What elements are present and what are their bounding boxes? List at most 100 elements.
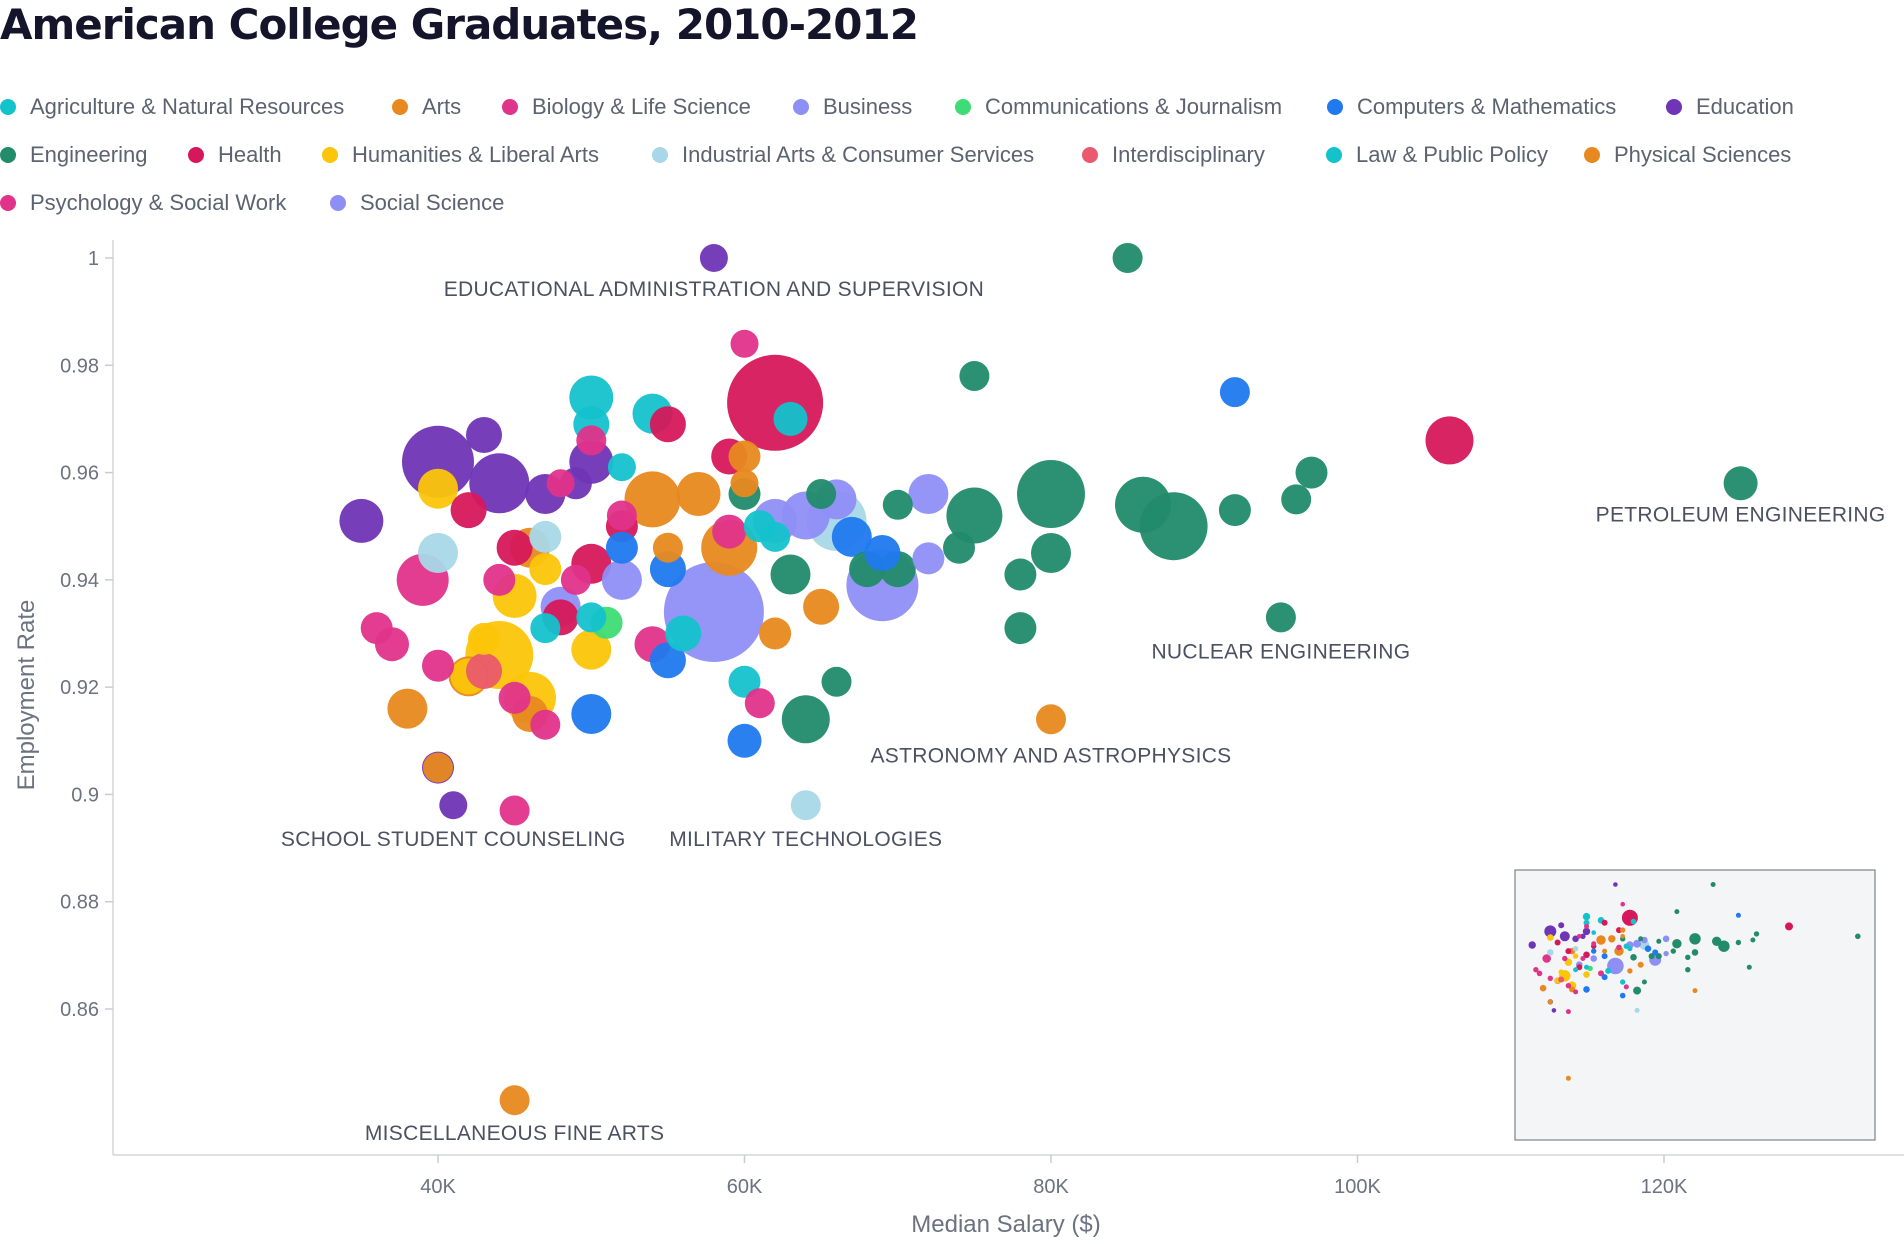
bubble-point[interactable]: [803, 588, 840, 625]
bubble-point[interactable]: [1017, 460, 1085, 528]
bubble-point[interactable]: [699, 244, 728, 272]
bubble-point[interactable]: [728, 665, 761, 698]
legend-item[interactable]: Physical Sciences: [1584, 140, 1791, 170]
bubble-point[interactable]: [466, 653, 502, 689]
bubble-point[interactable]: [1219, 377, 1250, 408]
bubble-point[interactable]: [560, 564, 591, 595]
bubble-point[interactable]: [1112, 243, 1143, 273]
bubble-point[interactable]: [498, 681, 531, 714]
bubble-point[interactable]: [423, 752, 453, 783]
bubble-point[interactable]: [1218, 494, 1251, 527]
bubble-point[interactable]: [607, 453, 636, 482]
bubble-point[interactable]: [1004, 612, 1037, 645]
minimap-point: [1558, 922, 1565, 929]
legend-item[interactable]: Psychology & Social Work: [0, 188, 286, 218]
bubble-point[interactable]: [450, 492, 487, 529]
bubble-point[interactable]: [468, 622, 500, 655]
bubble-point[interactable]: [529, 520, 562, 553]
bubble-point[interactable]: [576, 425, 607, 456]
bubble-point[interactable]: [496, 529, 533, 566]
minimap-frame[interactable]: [1514, 869, 1876, 1141]
bubble-point[interactable]: [727, 723, 762, 758]
legend-item[interactable]: Industrial Arts & Consumer Services: [652, 140, 1034, 170]
legend-item[interactable]: Education: [1666, 92, 1794, 122]
bubble-point[interactable]: [469, 453, 530, 514]
bubble-point[interactable]: [530, 709, 561, 740]
bubble-point[interactable]: [676, 472, 721, 516]
bubble-point[interactable]: [781, 695, 830, 744]
bubble-point[interactable]: [649, 551, 686, 588]
bubble-point[interactable]: [759, 617, 792, 650]
bubble-point[interactable]: [1281, 484, 1312, 515]
bubble-point[interactable]: [946, 487, 1003, 544]
legend-item[interactable]: Law & Public Policy: [1326, 140, 1548, 170]
bubble-point[interactable]: [483, 563, 516, 596]
legend-item[interactable]: Business: [793, 92, 912, 122]
bubble-point[interactable]: [439, 791, 468, 820]
bubble-point[interactable]: [908, 474, 949, 514]
bubble-point[interactable]: [730, 469, 759, 498]
bubble-point[interactable]: [773, 401, 808, 436]
bubble-point[interactable]: [530, 613, 561, 644]
bubble-point[interactable]: [466, 417, 502, 453]
bubble-point[interactable]: [665, 615, 702, 652]
bubble-point[interactable]: [1425, 416, 1474, 465]
bubble-point[interactable]: [730, 329, 759, 358]
bubble-point[interactable]: [912, 542, 945, 575]
bubble-point[interactable]: [806, 479, 837, 509]
bubble-point[interactable]: [606, 500, 637, 531]
bubble-point[interactable]: [1265, 602, 1296, 633]
bubble-point[interactable]: [760, 521, 791, 552]
legend-item[interactable]: Agriculture & Natural Resources: [0, 92, 344, 122]
legend-item[interactable]: Communications & Journalism: [955, 92, 1282, 122]
bubble-point[interactable]: [649, 406, 686, 443]
legend-item[interactable]: Engineering: [0, 140, 147, 170]
bubble-point[interactable]: [1031, 533, 1071, 573]
bubble-point[interactable]: [360, 612, 393, 645]
legend-item[interactable]: Arts: [392, 92, 461, 122]
bubble-point[interactable]: [387, 688, 428, 729]
legend-item[interactable]: Social Science: [330, 188, 504, 218]
bubble-point[interactable]: [571, 694, 612, 734]
bubble-point[interactable]: [943, 531, 975, 564]
bubble-point[interactable]: [624, 471, 681, 528]
legend-item[interactable]: Humanities & Liberal Arts: [322, 140, 599, 170]
bubble-point[interactable]: [605, 531, 638, 564]
bubble-point[interactable]: [499, 1085, 530, 1116]
minimap-point: [1644, 945, 1652, 952]
bubble-point[interactable]: [1004, 558, 1037, 591]
bubble-point[interactable]: [601, 559, 642, 600]
bubble-point[interactable]: [546, 469, 575, 498]
bubble-point[interactable]: [882, 489, 913, 520]
legend-item[interactable]: Computers & Mathematics: [1327, 92, 1616, 122]
bubble-point[interactable]: [821, 666, 852, 697]
bubble-point[interactable]: [1723, 466, 1758, 501]
bubble-point[interactable]: [569, 375, 614, 420]
legend-item[interactable]: Health: [188, 140, 282, 170]
bubble-point[interactable]: [1115, 476, 1171, 533]
bubble-point[interactable]: [727, 354, 824, 451]
bubble-point[interactable]: [571, 629, 612, 670]
bubble-point[interactable]: [418, 533, 458, 573]
bubble-point[interactable]: [1036, 704, 1066, 735]
legend-item[interactable]: Biology & Life Science: [502, 92, 751, 122]
bubble-point[interactable]: [1295, 456, 1328, 489]
bubble-point[interactable]: [864, 535, 901, 571]
bubble-point[interactable]: [831, 516, 872, 557]
bubble-point[interactable]: [422, 649, 454, 682]
bubble-point[interactable]: [959, 361, 990, 391]
bubble-point[interactable]: [728, 440, 761, 473]
bubble-point[interactable]: [790, 790, 821, 821]
bubble-point[interactable]: [418, 468, 458, 509]
bubble-point[interactable]: [339, 498, 384, 543]
bubble-point[interactable]: [649, 642, 686, 679]
bubble-point[interactable]: [744, 688, 775, 719]
bubble-point[interactable]: [499, 795, 530, 826]
bubble-point[interactable]: [770, 554, 811, 595]
bubble-point[interactable]: [576, 602, 607, 633]
legend-item[interactable]: Interdisciplinary: [1082, 140, 1265, 170]
bubble-point[interactable]: [712, 514, 747, 549]
bubble-point[interactable]: [652, 532, 683, 563]
bubble-point[interactable]: [529, 553, 562, 586]
bubble-point[interactable]: [402, 425, 474, 498]
